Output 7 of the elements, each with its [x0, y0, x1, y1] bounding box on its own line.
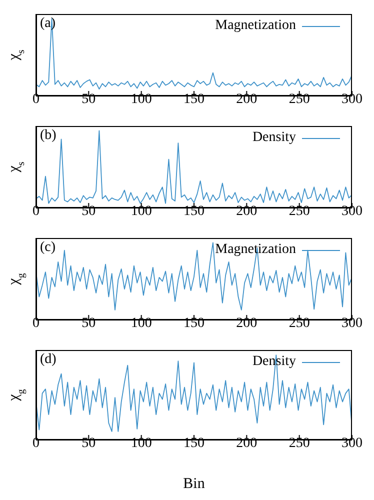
annotation: (d)	[39, 352, 58, 367]
legend-label: Density	[252, 130, 296, 146]
annotation: (b)	[39, 128, 58, 143]
legend-label: Magnetization	[215, 18, 296, 34]
legend-label: Magnetization	[215, 242, 296, 258]
x-axis-title: Bin	[183, 476, 206, 492]
annotation: (c)	[39, 240, 57, 255]
